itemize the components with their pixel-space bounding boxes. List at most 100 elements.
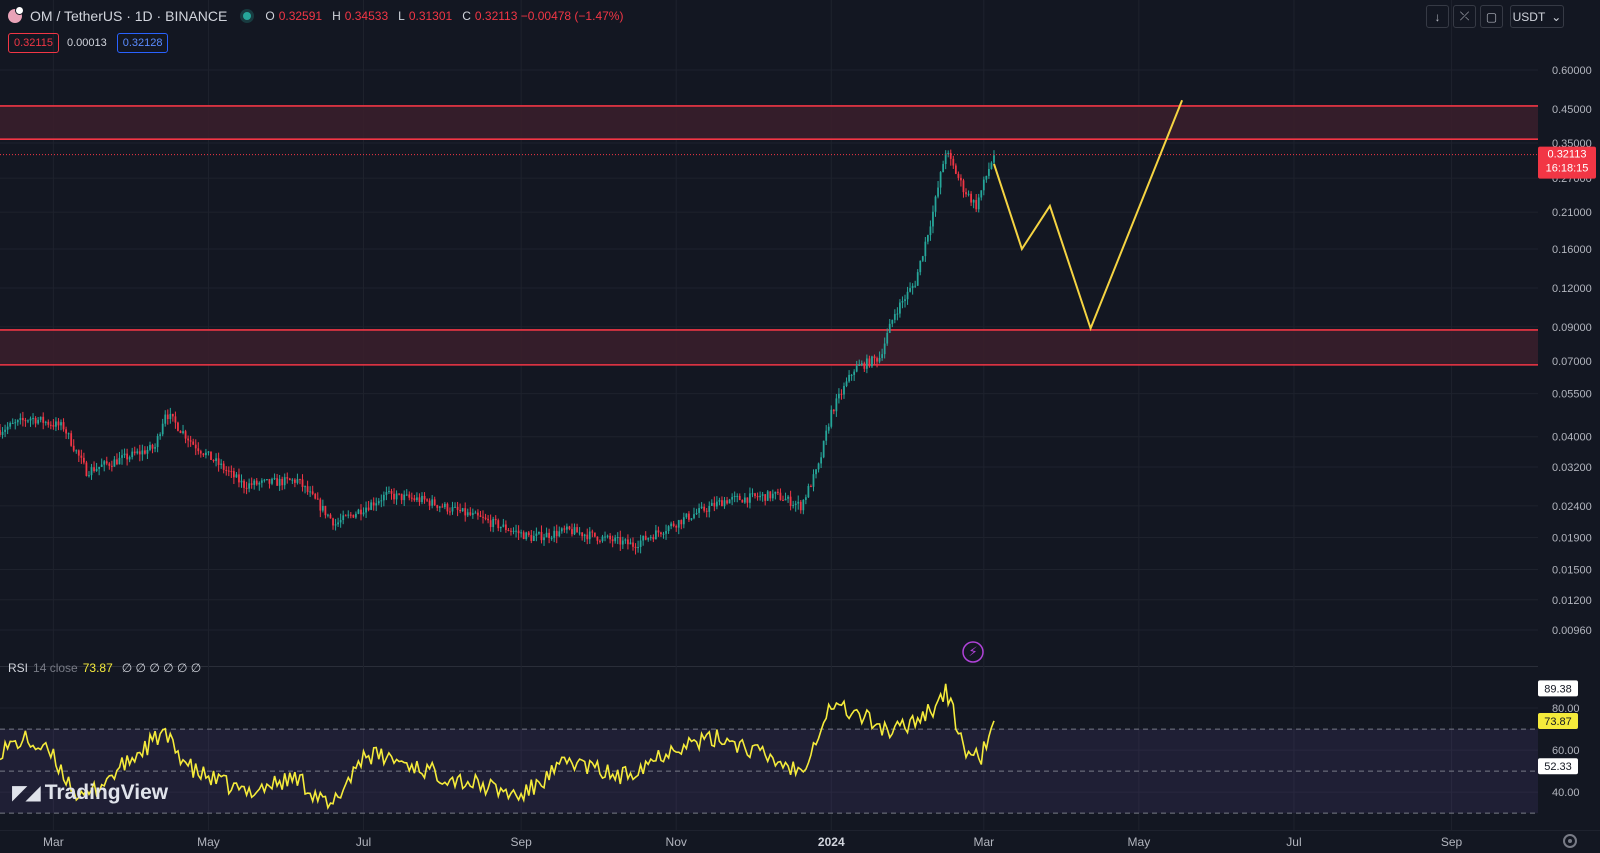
rsi-value-tag-label: 52.33: [1544, 761, 1572, 773]
candle-body: [189, 440, 192, 442]
candle-body: [705, 510, 708, 512]
candle-body: [311, 491, 314, 494]
candle-body: [482, 516, 484, 518]
candle-body: [250, 483, 253, 485]
screenshot-icon[interactable]: ▢: [1480, 5, 1503, 28]
candle-body: [850, 374, 853, 376]
candle-body: [416, 497, 418, 501]
candle-body: [937, 187, 939, 197]
candle-body: [418, 497, 421, 503]
candle-body: [299, 479, 301, 481]
candle-body: [446, 503, 449, 512]
rsi-value-tag: [1538, 680, 1578, 697]
candle-body: [98, 466, 101, 469]
candle-body: [316, 498, 319, 500]
candle-body: [540, 531, 543, 541]
candle-body: [698, 508, 700, 513]
candle-body: [616, 537, 619, 539]
rsi-legend[interactable]: RSI 14 close 73.87 ∅ ∅ ∅ ∅ ∅ ∅: [8, 661, 201, 675]
candle-body: [400, 493, 403, 501]
candle-body: [171, 413, 174, 417]
candle-body: [573, 527, 576, 535]
candle-body: [527, 532, 530, 536]
candle-body: [393, 493, 395, 500]
candle-body: [24, 420, 27, 422]
candle-body: [807, 486, 810, 498]
candle-body: [225, 469, 228, 471]
resistance-zone: [0, 105, 1538, 140]
settings-icon[interactable]: [1563, 834, 1577, 848]
candle-body: [177, 422, 179, 431]
candle-body: [380, 500, 383, 502]
candle-body: [123, 453, 126, 456]
price-tick-label: 0.03200: [1552, 462, 1592, 474]
market-status-icon[interactable]: [243, 12, 252, 20]
candle-body: [149, 444, 151, 450]
time-axis[interactable]: Mar May Jul Sep Nov 2024 Mar May Jul Sep: [0, 830, 1600, 853]
candle-body: [911, 285, 914, 289]
candle-body: [858, 364, 861, 366]
candle-body: [128, 457, 131, 460]
candle-body: [347, 514, 350, 516]
candle-body: [530, 535, 533, 541]
candle-body: [55, 421, 57, 427]
candle-body: [759, 495, 761, 498]
candle-body: [868, 358, 871, 367]
candle-body: [525, 532, 528, 540]
candle-body: [502, 524, 505, 527]
candle-body: [924, 241, 927, 257]
candle-body: [388, 491, 390, 493]
candle-body: [863, 363, 866, 369]
candle-body: [182, 431, 184, 434]
candle-body: [774, 491, 777, 494]
candle-body: [357, 509, 360, 514]
time-tick-label: Mar: [973, 835, 994, 849]
candle-body: [873, 356, 876, 359]
candle-body: [830, 409, 833, 427]
candle-body: [47, 421, 50, 425]
candle-body: [909, 288, 911, 292]
candle-body: [690, 518, 693, 520]
candle-body: [761, 494, 764, 496]
price-tick-label: 0.05500: [1552, 389, 1592, 401]
candle-body: [578, 532, 581, 534]
alert-icon[interactable]: ⚡: [962, 641, 984, 663]
candle-body: [670, 523, 673, 527]
candle-body: [660, 532, 662, 535]
ohlc-key: C: [462, 9, 471, 23]
candle-body: [647, 537, 650, 540]
price-axis[interactable]: 0.600000.450000.350000.270000.210000.160…: [1538, 0, 1600, 666]
support-zone: [0, 329, 1538, 365]
candle-body: [72, 445, 75, 451]
sell-price-button[interactable]: 0.32115: [8, 33, 59, 53]
buy-price-button[interactable]: 0.32128: [116, 33, 169, 53]
candle-body: [609, 535, 612, 540]
candle-body: [118, 457, 121, 465]
candle-body: [802, 499, 805, 511]
candle-body: [207, 451, 210, 453]
candle-body: [982, 179, 985, 191]
candle-body: [477, 512, 479, 516]
rsi-axis[interactable]: 80.00 60.00 40.00 89.38 73.87 52.33: [1538, 666, 1600, 830]
download-icon[interactable]: ↓: [1426, 5, 1449, 28]
candle-body: [334, 524, 337, 526]
candle-body: [583, 534, 586, 537]
candle-body: [962, 180, 965, 193]
candle-body: [283, 477, 286, 486]
spread-value: 0.00013: [66, 37, 107, 49]
rsi-chart[interactable]: [0, 666, 1538, 830]
fullscreen-exit-icon[interactable]: ⤫: [1453, 5, 1476, 28]
candle-body: [342, 515, 345, 521]
candle-body: [11, 423, 14, 425]
candle-body: [57, 421, 60, 426]
candle-body: [243, 480, 245, 488]
candle-body: [654, 530, 657, 540]
rsi-line: [0, 683, 995, 811]
symbol-title[interactable]: OM / TetherUS · 1D · BINANCE: [30, 8, 228, 24]
candle-body: [680, 520, 683, 525]
candles: [0, 149, 995, 555]
price-chart[interactable]: ⚡: [0, 0, 1538, 666]
candle-body: [93, 467, 95, 472]
currency-selector[interactable]: USDT ⌄: [1510, 5, 1564, 28]
tradingview-logo[interactable]: ◤◢ TradingView: [12, 780, 168, 805]
